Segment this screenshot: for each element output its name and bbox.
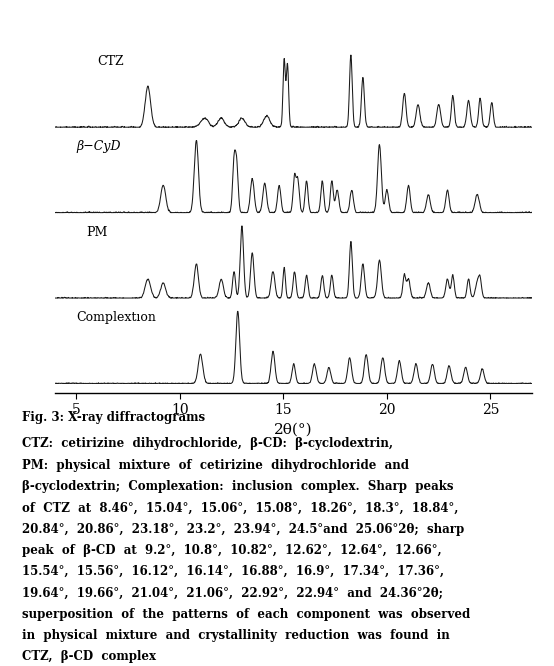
Text: 19.64°,  19.66°,  21.04°,  21.06°,  22.92°,  22.94°  and  24.36°2θ;: 19.64°, 19.66°, 21.04°, 21.06°, 22.92°, …: [22, 587, 443, 599]
Text: 20.84°,  20.86°,  23.18°,  23.2°,  23.94°,  24.5°and  25.06°2θ;  sharp: 20.84°, 20.86°, 23.18°, 23.2°, 23.94°, 2…: [22, 523, 464, 535]
Text: superposition  of  the  patterns  of  each  component  was  observed: superposition of the patterns of each co…: [22, 608, 470, 621]
Text: of  CTZ  at  8.46°,  15.04°,  15.06°,  15.08°,  18.26°,  18.3°,  18.84°,: of CTZ at 8.46°, 15.04°, 15.06°, 15.08°,…: [22, 501, 458, 514]
Text: β-cyclodextrin;  Complexation:  inclusion  complex.  Sharp  peaks: β-cyclodextrin; Complexation: inclusion …: [22, 480, 453, 493]
Text: 15.54°,  15.56°,  16.12°,  16.14°,  16.88°,  16.9°,  17.34°,  17.36°,: 15.54°, 15.56°, 16.12°, 16.14°, 16.88°, …: [22, 565, 444, 578]
Text: Fig. 3: X-ray diffractograms: Fig. 3: X-ray diffractograms: [22, 412, 205, 424]
Text: CTZ,  β-CD  complex: CTZ, β-CD complex: [22, 651, 156, 663]
Text: Complextıon: Complextıon: [76, 311, 156, 324]
Text: in  physical  mixture  and  crystallinity  reduction  was  found  in: in physical mixture and crystallinity re…: [22, 629, 449, 642]
Text: CTZ:  cetirizine  dihydrochloride,  β-CD:  β-cyclodextrin,: CTZ: cetirizine dihydrochloride, β-CD: β…: [22, 438, 393, 450]
Text: PM:  physical  mixture  of  cetirizine  dihydrochloride  and: PM: physical mixture of cetirizine dihyd…: [22, 459, 409, 472]
Text: β−CyD: β−CyD: [76, 141, 121, 153]
Text: CTZ: CTZ: [97, 55, 124, 68]
X-axis label: 2θ(°): 2θ(°): [274, 423, 313, 437]
Text: peak  of  β-CD  at  9.2°,  10.8°,  10.82°,  12.62°,  12.64°,  12.66°,: peak of β-CD at 9.2°, 10.8°, 10.82°, 12.…: [22, 544, 442, 557]
Text: PM: PM: [86, 226, 108, 239]
